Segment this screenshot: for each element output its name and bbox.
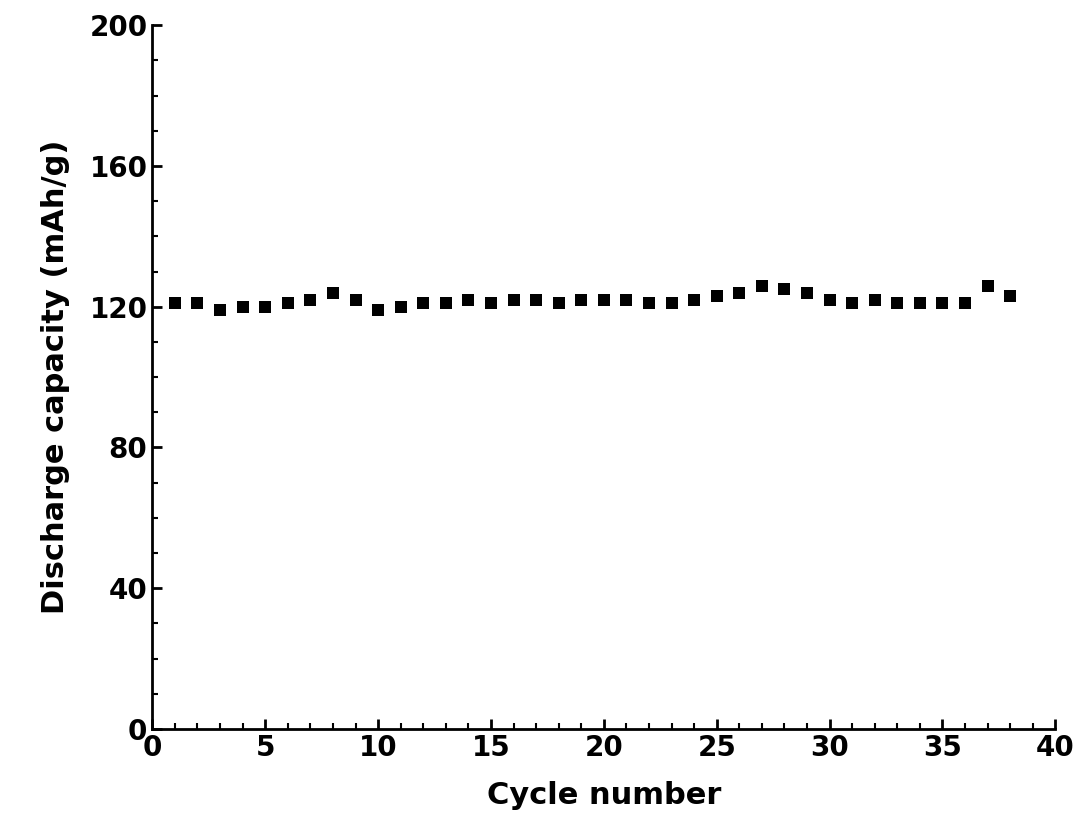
X-axis label: Cycle number: Cycle number bbox=[486, 781, 721, 810]
Y-axis label: Discharge capacity (mAh/g): Discharge capacity (mAh/g) bbox=[41, 140, 70, 614]
